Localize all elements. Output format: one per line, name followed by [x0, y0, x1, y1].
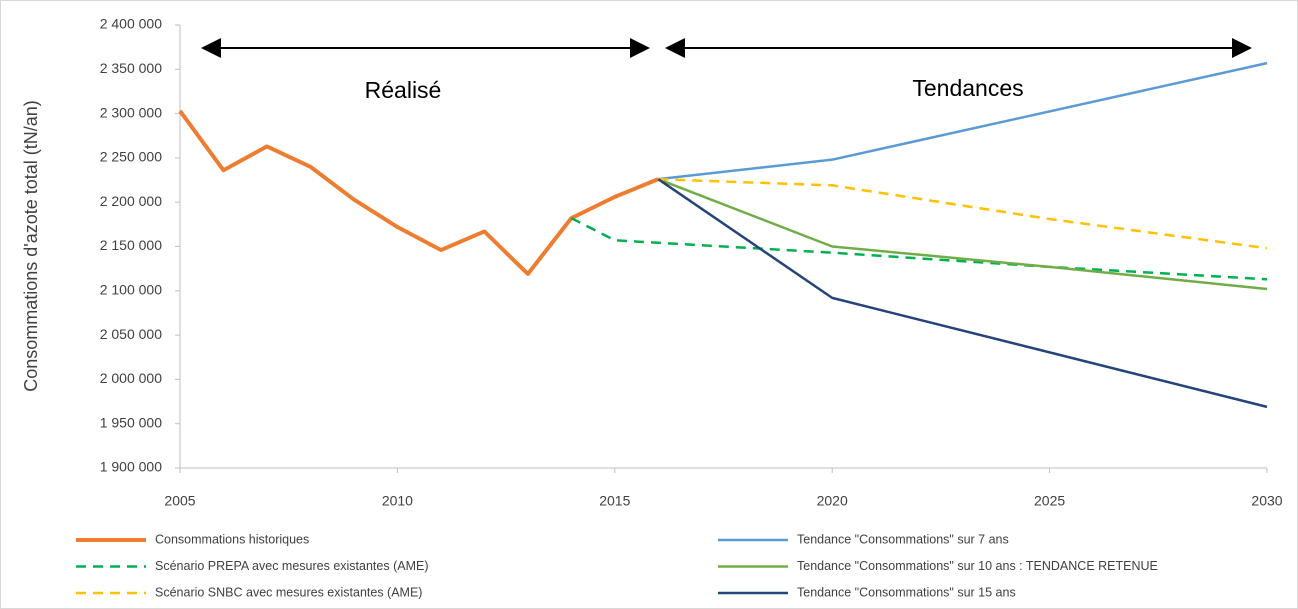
- legend-label: Tendance "Consommations" sur 15 ans: [797, 585, 1016, 599]
- legend-label: Consommations historiques: [155, 532, 309, 546]
- series-line: [570, 217, 1268, 281]
- annotation: Réalisé: [365, 77, 442, 103]
- x-tick-label: 2015: [599, 493, 630, 509]
- x-tick-label: 2010: [382, 493, 413, 509]
- y-axis-label: Consommations d'azote total (tN/an): [21, 100, 41, 392]
- series-line: [178, 109, 660, 276]
- legend-label: Scénario PREPA avec mesures existantes (…: [155, 559, 429, 573]
- series-line: [657, 177, 1268, 291]
- y-tick-label: 2 400 000: [100, 16, 162, 32]
- series-line: [658, 177, 1268, 250]
- series-line: [658, 61, 1268, 181]
- x-tick-label: 2025: [1034, 493, 1065, 509]
- legend-label: Tendance "Consommations" sur 10 ans : TE…: [797, 559, 1158, 573]
- y-tick-label: 2 100 000: [100, 282, 162, 298]
- y-tick-label: 2 350 000: [100, 60, 162, 76]
- x-tick-label: 2005: [164, 493, 195, 509]
- y-tick-label: 2 200 000: [100, 193, 162, 209]
- annotation: Tendances: [912, 75, 1023, 101]
- y-tick-label: 1 900 000: [100, 459, 162, 475]
- y-tick-label: 1 950 000: [100, 414, 162, 430]
- y-tick-label: 2 150 000: [100, 237, 162, 253]
- legend-label: Tendance "Consommations" sur 7 ans: [797, 532, 1009, 546]
- y-tick-label: 2 050 000: [100, 326, 162, 342]
- x-tick-label: 2020: [817, 493, 848, 509]
- x-tick-label: 2030: [1251, 493, 1282, 509]
- legend-label: Scénario SNBC avec mesures existantes (A…: [155, 585, 422, 599]
- y-tick-label: 2 300 000: [100, 104, 162, 120]
- series-line: [657, 178, 1268, 409]
- y-tick-label: 2 250 000: [100, 149, 162, 165]
- y-tick-label: 2 000 000: [100, 370, 162, 386]
